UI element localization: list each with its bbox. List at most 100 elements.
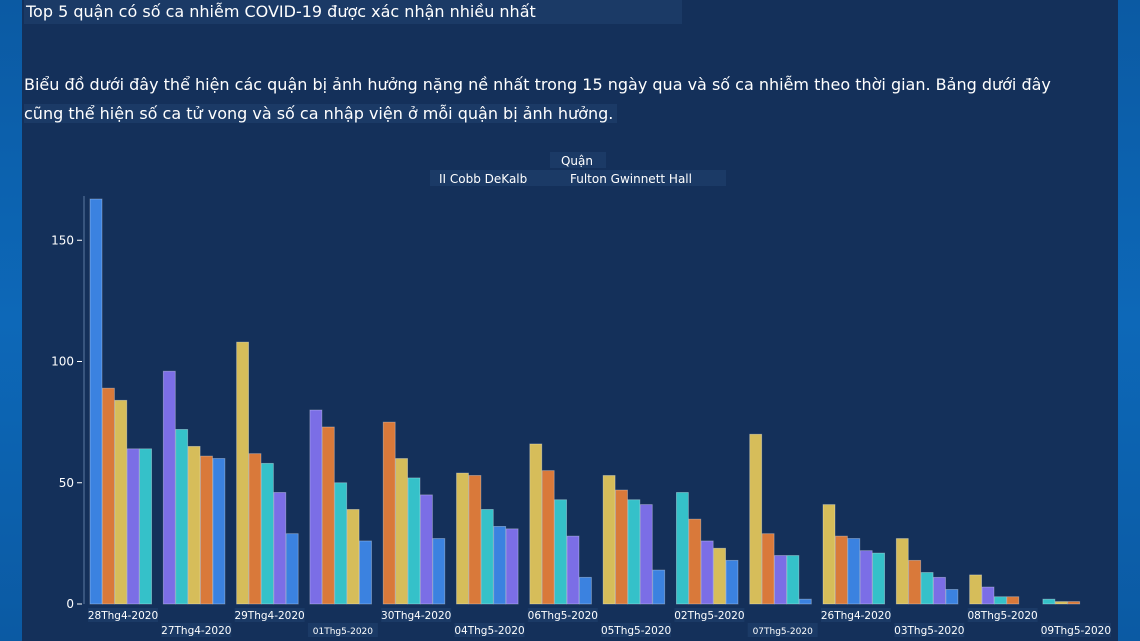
- bar-orange: [761, 533, 775, 605]
- bar-teal: [627, 499, 641, 605]
- x-tick-label-bg: [821, 608, 891, 622]
- bar-gold: [395, 458, 409, 605]
- chart-description: Biểu đồ dưới đây thể hiện các quận bị ản…: [24, 70, 1120, 128]
- bar-purple: [981, 586, 995, 605]
- description-line-1: Biểu đồ dưới đây thể hiện các quận bị ản…: [24, 75, 1051, 94]
- bar-blue: [285, 533, 299, 605]
- x-tick-label: 27Thg4-2020: [161, 625, 231, 637]
- y-tick-label: 0: [66, 597, 74, 611]
- y-tick-label: 50: [59, 476, 74, 490]
- x-tick-label: 04Thg5-2020: [454, 625, 524, 637]
- x-tick-label: 09Thg5-2020: [1041, 625, 1111, 637]
- x-tick-label-bg: [601, 623, 672, 637]
- bar-orange: [382, 421, 396, 605]
- bar-blue: [652, 569, 666, 605]
- left-edge-decoration: [0, 0, 22, 641]
- x-tick-label: 03Thg5-2020: [894, 625, 964, 637]
- bar-blue: [493, 526, 507, 605]
- bar-purple: [273, 492, 287, 605]
- bar-blue: [432, 538, 446, 605]
- bar-gold: [713, 547, 726, 605]
- bar-orange: [835, 535, 848, 605]
- x-tick-label-bg: [88, 608, 158, 622]
- x-tick-label-bg: [161, 623, 232, 637]
- bar-gold: [529, 443, 543, 605]
- bar-teal: [786, 555, 800, 605]
- x-tick-label-bg: [307, 623, 378, 637]
- x-tick-label: 05Thg5-2020: [601, 625, 671, 637]
- bar-gold: [456, 472, 469, 605]
- x-tick-label: 29Thg4-2020: [234, 610, 304, 622]
- bar-teal: [260, 462, 274, 605]
- bar-blue: [89, 198, 103, 605]
- bar-orange: [615, 489, 628, 605]
- bar-orange: [1067, 601, 1081, 605]
- bar-teal: [676, 492, 689, 605]
- bar-blue: [212, 458, 226, 605]
- legend-entries-1: II Cobb DeKalb: [439, 172, 527, 186]
- bar-gold: [1054, 601, 1068, 605]
- bar-orange: [468, 475, 482, 605]
- x-tick-label-bg: [894, 623, 965, 637]
- bar-blue: [798, 598, 812, 605]
- bar-gold: [236, 341, 250, 605]
- description-line-2: cũng thể hiện số ca tử vong và số ca nhậ…: [24, 104, 618, 123]
- bar-purple: [162, 370, 176, 605]
- x-tick-label-bg: [527, 608, 598, 622]
- bar-purple: [639, 504, 653, 605]
- bar-blue: [579, 576, 592, 605]
- legend-entries-2: Fulton Gwinnett Hall: [570, 172, 692, 186]
- x-tick-label: 30Thg4-2020: [381, 610, 451, 622]
- x-tick-label: 02Thg5-2020: [674, 610, 744, 622]
- bar-purple: [505, 528, 519, 605]
- x-tick-label-bg: [747, 623, 818, 637]
- bar-teal: [407, 477, 421, 605]
- legend-title: Quận: [561, 154, 593, 168]
- bar-gold: [749, 433, 763, 605]
- bar-orange: [102, 387, 115, 605]
- right-edge-decoration: [1118, 0, 1140, 641]
- bar-teal: [334, 482, 348, 605]
- bar-blue: [359, 540, 372, 605]
- bar-purple: [933, 576, 946, 605]
- bar-gold: [187, 445, 201, 605]
- bar-gold: [602, 475, 616, 605]
- x-tick-label-bg: [234, 608, 305, 622]
- bar-orange: [321, 426, 335, 605]
- bar-purple: [774, 555, 787, 605]
- x-tick-label: 26Thg4-2020: [821, 610, 891, 622]
- bar-teal: [994, 596, 1007, 605]
- x-tick-label: 08Thg5-2020: [967, 610, 1037, 622]
- bar-gold: [346, 509, 360, 605]
- bar-purple: [700, 540, 714, 605]
- page-title: Top 5 quận có số ca nhiễm COVID-19 được …: [24, 0, 682, 24]
- y-tick-label: 150: [51, 233, 74, 247]
- x-tick-label: 06Thg5-2020: [528, 610, 598, 622]
- bar-gold: [969, 574, 982, 605]
- x-tick-label-bg: [381, 608, 452, 622]
- bar-orange: [1006, 596, 1020, 605]
- bar-orange: [908, 559, 922, 605]
- bar-teal: [554, 499, 567, 605]
- x-tick-label-bg: [674, 608, 745, 622]
- legend-bg: [430, 170, 726, 186]
- bar-teal: [920, 572, 934, 605]
- bar-teal: [175, 428, 189, 605]
- bar-blue: [945, 589, 959, 605]
- x-tick-label: 01Thg5-2020: [313, 627, 374, 637]
- bar-purple: [126, 448, 140, 605]
- bar-teal: [480, 509, 494, 605]
- bar-orange: [248, 453, 262, 605]
- bar-blue: [725, 559, 739, 605]
- y-tick-label: 100: [51, 355, 74, 369]
- bar-purple: [566, 535, 580, 605]
- bar-purple: [309, 409, 323, 605]
- bar-gold: [114, 399, 128, 605]
- x-tick-label-bg: [967, 608, 1038, 622]
- x-tick-label-bg: [454, 623, 525, 637]
- bar-teal: [1042, 598, 1056, 605]
- bar-purple: [859, 550, 873, 605]
- bar-teal: [872, 552, 885, 605]
- x-tick-label: 07Thg5-2020: [753, 627, 814, 637]
- bar-purple: [419, 494, 433, 605]
